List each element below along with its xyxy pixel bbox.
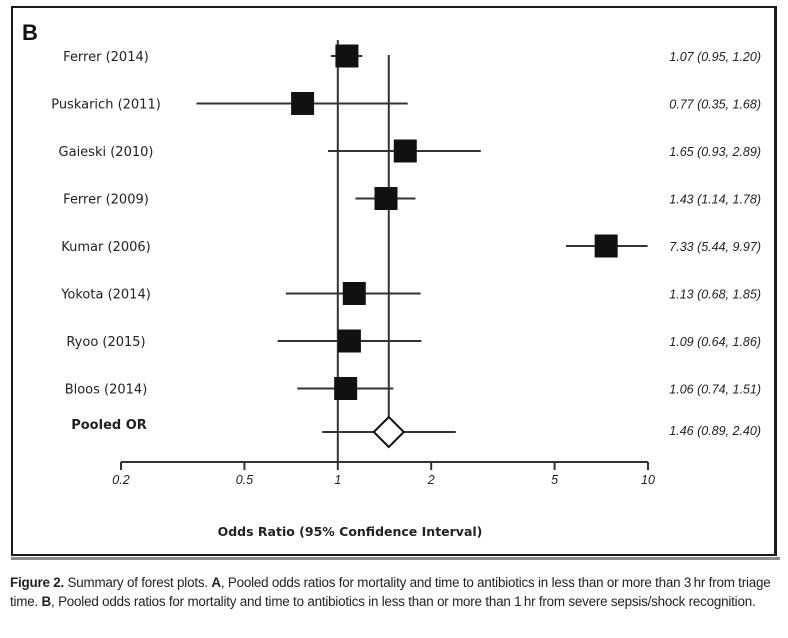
study-row: Puskarich (2011) 0.77 (0.35, 1.68): [51, 92, 761, 115]
figure-frame-shadow: [11, 557, 780, 560]
x-axis: 0.2 0.5 1 2 5 10: [112, 461, 655, 487]
odds-ratio-label: 1.13 (0.68, 1.85): [669, 288, 761, 302]
forest-plot: B Ferrer (2014) 1.07 (0.95, 1.20) Puskaric…: [22, 20, 761, 539]
study-name: Puskarich (2011): [51, 98, 161, 113]
x-axis-tick-label: 0.5: [236, 473, 253, 487]
study-name: Ferrer (2014): [63, 50, 149, 65]
pooled-row: Pooled OR 1.46 (0.89, 2.40): [71, 415, 761, 449]
pooled-diamond-marker: [372, 415, 406, 449]
x-axis-tick-label: 0.2: [112, 473, 129, 487]
study-row: Ferrer (2009) 1.43 (1.14, 1.78): [63, 187, 761, 210]
study-row: Ryoo (2015) 1.09 (0.64, 1.86): [66, 329, 761, 353]
study-name: Gaieski (2010): [59, 145, 154, 160]
study-row: Kumar (2006) 7.33 (5.44, 9.97): [61, 234, 761, 258]
odds-ratio-label: 1.09 (0.64, 1.86): [669, 335, 761, 349]
odds-ratio-label: 1.06 (0.74, 1.51): [669, 383, 761, 397]
figure-caption: Figure 2. Summary of forest plots. A , Po…: [10, 573, 780, 611]
point-estimate-marker: [335, 44, 359, 68]
point-estimate-marker: [594, 234, 618, 258]
point-estimate-marker: [291, 92, 315, 115]
study-name: Ferrer (2009): [63, 193, 149, 208]
study-row: Gaieski (2010) 1.65 (0.93, 2.89): [59, 139, 761, 163]
caption-text-3: , Pooled odds ratios for mortality and t…: [51, 594, 756, 609]
point-estimate-marker: [337, 329, 361, 353]
study-rows: Ferrer (2014) 1.07 (0.95, 1.20) Puskarich …: [51, 44, 761, 400]
x-axis-tick-label: 5: [551, 473, 558, 487]
pooled-name: Pooled OR: [71, 418, 147, 433]
panel-label: B: [22, 20, 38, 45]
odds-ratio-label: 1.65 (0.93, 2.89): [669, 145, 761, 159]
odds-ratio-label: 7.33 (5.44, 9.97): [669, 240, 761, 254]
x-axis-tick-label: 2: [427, 473, 435, 487]
odds-ratio-label: 1.07 (0.95, 1.20): [669, 50, 761, 64]
caption-text-2: , Pooled odds ratios for mortality and t…: [10, 575, 771, 609]
caption-b-label: B: [41, 594, 52, 609]
study-name: Ryoo (2015): [66, 335, 145, 350]
x-axis-title: Odds Ratio (95% Confidence Interval): [218, 524, 483, 539]
x-axis-tick-label: 1: [334, 473, 341, 487]
study-row: Bloos (2014) 1.06 (0.74, 1.51): [65, 377, 761, 400]
odds-ratio-label: 1.43 (1.14, 1.78): [669, 193, 761, 207]
study-row: Yokota (2014) 1.13 (0.68, 1.85): [60, 282, 761, 305]
odds-ratio-label: 0.77 (0.35, 1.68): [669, 98, 761, 112]
caption-text-1: Summary of forest plots.: [64, 575, 212, 590]
figure-frame: [11, 6, 777, 556]
point-estimate-marker: [334, 377, 358, 400]
pooled-odds-ratio-label: 1.46 (0.89, 2.40): [669, 424, 761, 438]
caption-a-label: A: [211, 575, 221, 590]
study-name: Yokota (2014): [60, 288, 151, 303]
point-estimate-marker: [342, 282, 366, 305]
study-row: Ferrer (2014) 1.07 (0.95, 1.20): [63, 44, 761, 68]
point-estimate-marker: [393, 139, 417, 163]
point-estimate-marker: [374, 187, 398, 210]
x-axis-tick-label: 10: [641, 473, 655, 487]
caption-figure-label: Figure 2.: [10, 575, 65, 590]
study-name: Bloos (2014): [65, 383, 148, 398]
study-name: Kumar (2006): [61, 240, 150, 255]
